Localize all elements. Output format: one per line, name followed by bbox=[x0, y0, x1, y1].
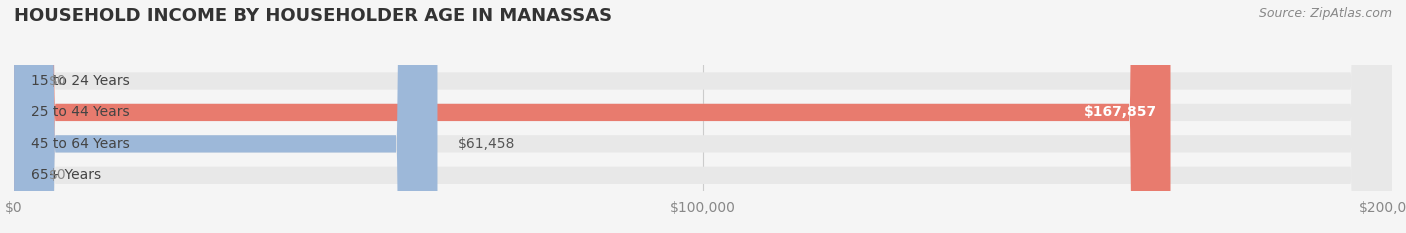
FancyBboxPatch shape bbox=[14, 0, 1170, 233]
Text: 15 to 24 Years: 15 to 24 Years bbox=[31, 74, 129, 88]
Text: $61,458: $61,458 bbox=[458, 137, 516, 151]
FancyBboxPatch shape bbox=[14, 0, 1392, 233]
Text: $0: $0 bbox=[48, 74, 66, 88]
Text: 65+ Years: 65+ Years bbox=[31, 168, 101, 182]
Text: HOUSEHOLD INCOME BY HOUSEHOLDER AGE IN MANASSAS: HOUSEHOLD INCOME BY HOUSEHOLDER AGE IN M… bbox=[14, 7, 612, 25]
Text: $167,857: $167,857 bbox=[1084, 105, 1157, 120]
Text: 25 to 44 Years: 25 to 44 Years bbox=[31, 105, 129, 120]
FancyBboxPatch shape bbox=[14, 0, 1392, 233]
Text: $0: $0 bbox=[48, 168, 66, 182]
FancyBboxPatch shape bbox=[14, 0, 437, 233]
FancyBboxPatch shape bbox=[14, 0, 1392, 233]
Text: 45 to 64 Years: 45 to 64 Years bbox=[31, 137, 129, 151]
Text: Source: ZipAtlas.com: Source: ZipAtlas.com bbox=[1258, 7, 1392, 20]
FancyBboxPatch shape bbox=[14, 0, 1392, 233]
